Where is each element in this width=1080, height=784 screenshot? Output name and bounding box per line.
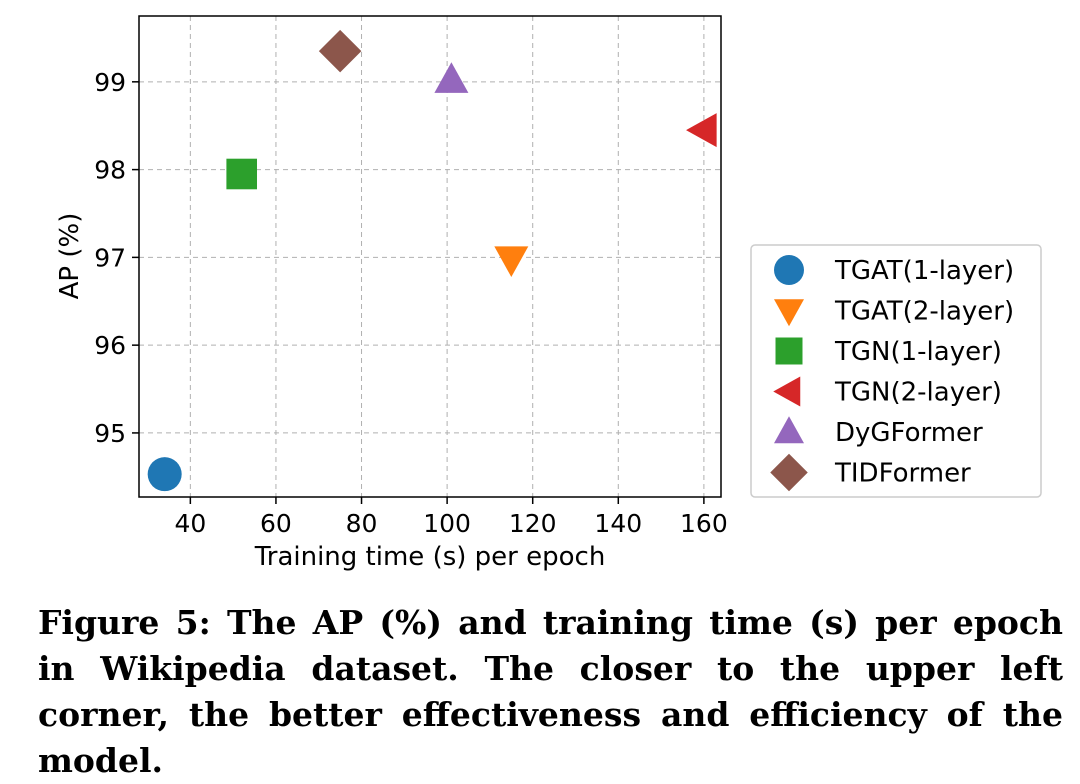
x-tick-label: 40 [174, 509, 206, 538]
y-axis-label: AP (%) [55, 213, 85, 300]
y-tick-label: 98 [94, 156, 126, 185]
legend-label-tgat-1-layer: TGAT(1-layer) [834, 256, 1014, 286]
legend-marker-tgn-2-layer [773, 376, 801, 407]
legend-label-tgn-2-layer: TGN(2-layer) [834, 378, 1002, 408]
y-tick-label: 99 [94, 68, 126, 97]
x-tick-label: 80 [346, 509, 378, 538]
point-tgn-2-layer [686, 113, 717, 148]
y-tick-label: 95 [94, 419, 126, 448]
legend-marker-tidformer [770, 453, 808, 492]
legend-label-dygformer: DyGFormer [835, 418, 983, 448]
legend-marker-tgat-1-layer [774, 255, 804, 285]
data-points [147, 29, 717, 492]
x-tick-label: 120 [509, 509, 557, 538]
legend-label-tgn-1-layer: TGN(1-layer) [834, 337, 1002, 367]
x-axis-label: Training time (s) per epoch [254, 542, 606, 572]
x-tick-label: 160 [680, 509, 728, 538]
x-tick-label: 140 [594, 509, 642, 538]
point-tgat-2-layer [494, 246, 529, 277]
figure-caption: Figure 5: The AP (%) and training time (… [38, 603, 1063, 780]
y-tick-label: 97 [94, 243, 126, 272]
plot-area [138, 15, 722, 498]
x-tick-label: 100 [423, 509, 471, 538]
point-tidformer [318, 29, 362, 73]
x-tick-label: 60 [260, 509, 292, 538]
scatter-chart: 40 60 80 100 120 140 160 95 96 97 98 99 Training t… [55, 15, 1042, 572]
legend-label-tidformer: TIDFormer [834, 459, 971, 489]
y-axis: 95 96 97 98 99 [94, 68, 139, 448]
legend-box [750, 244, 1042, 498]
point-tgn-1-layer [226, 158, 258, 190]
grid-lines [139, 16, 721, 497]
legend: TGAT(1-layer) TGAT(2-layer) TGN(1-layer) TG… [750, 244, 1042, 498]
point-tgat-1-layer [147, 457, 182, 492]
point-dygformer [434, 62, 469, 93]
legend-label-tgat-2-layer: TGAT(2-layer) [834, 297, 1014, 327]
x-axis: 40 60 80 100 120 140 160 [174, 497, 728, 538]
y-tick-label: 96 [94, 331, 126, 360]
legend-marker-tgn-1-layer [775, 337, 803, 365]
legend-marker-tgat-2-layer [774, 299, 804, 327]
legend-marker-dygformer [774, 416, 804, 444]
